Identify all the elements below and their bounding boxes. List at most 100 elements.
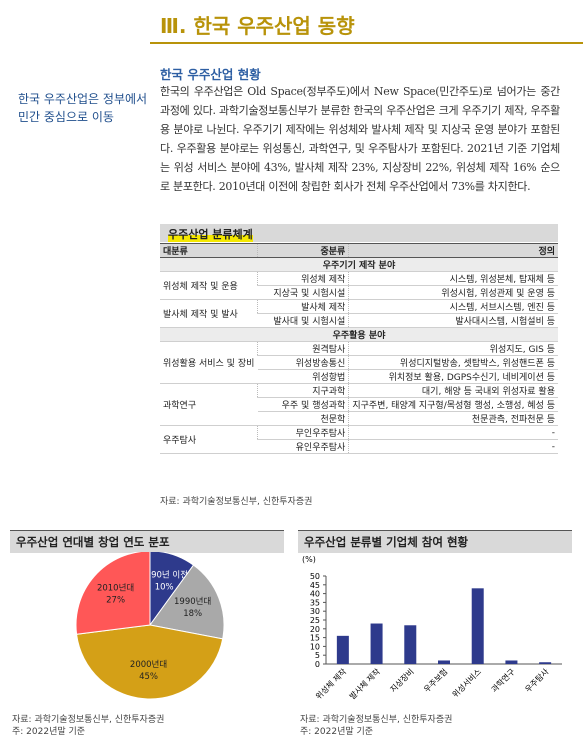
subcategory: 무인우주탐사 [257, 425, 349, 440]
definition: 발사대시스템, 시험설비 등 [348, 313, 558, 328]
subcategory: 위성방송통신 [257, 355, 349, 370]
category: 발사체 제작 및 발사 [160, 299, 258, 328]
table-row: 위성체 제작 및 운용 위성체 제작 시스템, 위성본체, 탑재체 등 [160, 271, 558, 300]
subcategory: 발사대 및 시험시설 [257, 313, 349, 328]
x-tick-label: 우주탐사 [523, 666, 551, 694]
note: 주: 2022년말 기준 [300, 727, 374, 737]
definition: 시스템, 서브시스템, 엔진 등 [348, 299, 558, 314]
bar [438, 660, 450, 664]
slice-label: 1990년 이전 [140, 569, 188, 580]
table-row: 위성항법 위치정보 활용, DGPS수신기, 네비게이션 등 [160, 369, 558, 384]
y-tick-label: 25 [310, 616, 320, 625]
source: 자료: 과학기술정보통신부, 신한투자증권 [12, 715, 165, 725]
note: 주: 2022년말 기준 [12, 727, 86, 737]
slice-label: 2000년대 [130, 659, 167, 670]
section-title: 우주활용 분야 [160, 327, 558, 342]
table-row: 천문학 천문관측, 전파천문 등 [160, 411, 558, 426]
x-tick-label: 과학연구 [489, 666, 517, 694]
definition: 대기, 해양 등 국내외 위성자료 활용 [348, 383, 558, 398]
slice-value: 18% [183, 609, 202, 619]
bar [539, 662, 552, 664]
table-title: 우주산업 분류체계 [168, 226, 253, 242]
subcategory: 유인우주탐사 [257, 439, 349, 454]
bar [505, 660, 518, 664]
page-title: Ⅲ. 한국 우주산업 동향 [160, 14, 355, 38]
slice-label: 2010년대 [97, 583, 134, 594]
definition: 천문관측, 전파천문 등 [348, 411, 558, 426]
source: 자료: 과학기술정보통신부, 신한투자증권 [300, 715, 453, 725]
classification-table: 대분류 중분류 정의 우주기기 제작 분야 위성체 제작 및 운용 위성체 제작 시스… [160, 243, 558, 454]
y-tick-label: 15 [310, 634, 320, 643]
x-tick-label: 우주보험 [422, 667, 449, 694]
bar [336, 635, 349, 664]
table-row: 우주탐사 무인우주탐사 - [160, 425, 558, 454]
axis-unit: (%) [302, 555, 316, 564]
subcategory: 위성항법 [257, 369, 349, 384]
bar [471, 588, 484, 664]
table-row: 과학연구 지구과학 대기, 해양 등 국내외 위성자료 활용 [160, 383, 558, 426]
table-row: 위성방송통신 위성디지털방송, 셋탑박스, 위성핸드폰 등 [160, 355, 558, 370]
y-tick-label: 50 [310, 572, 320, 581]
category: 위성체 제작 및 운용 [160, 271, 258, 300]
pie-slice [75, 552, 151, 635]
x-tick-label: 위성서비스 [451, 667, 483, 699]
section-row: 우주기기 제작 분야 [160, 257, 558, 272]
x-tick-label: 발사체 제작 [347, 666, 382, 701]
definition: 시스템, 위성본체, 탑재체 등 [348, 271, 558, 286]
table-row: 발사대 및 시험시설 발사대시스템, 시험설비 등 [160, 313, 558, 328]
x-tick-label: 위성체 제작 [313, 666, 348, 701]
table-header: 대분류 중분류 정의 [160, 243, 558, 258]
chart-source: 자료: 과학기술정보통신부, 신한투자증권 주: 2022년말 기준 [300, 714, 452, 738]
chart-title: 우주산업 분류별 기업체 참여 현황 [298, 530, 572, 553]
table-title-band [160, 224, 558, 242]
table-row: 우주 및 행성과학 지구주변, 태양계 지구형/목성형 행성, 소행성, 혜성 등 [160, 397, 558, 412]
column-header: 중분류 [257, 243, 349, 258]
table-row: 지상국 및 시험시설 위성시험, 위성관제 및 운영 등 [160, 285, 558, 300]
definition: 지구주변, 태양계 지구형/목성형 행성, 소행성, 혜성 등 [348, 397, 558, 412]
column-header: 정의 [348, 243, 558, 258]
slice-label: 1990년대 [174, 596, 211, 607]
y-tick-label: 45 [310, 581, 320, 590]
slice-value: 10% [155, 582, 174, 592]
subcategory: 지구과학 [257, 383, 349, 398]
paragraph: 한국의 우주산업은 Old Space(정부주도)에서 New Space(민간… [160, 85, 560, 193]
y-tick-label: 10 [310, 642, 320, 651]
chart-title: 우주산업 연대별 창업 연도 분포 [10, 530, 284, 553]
definition: 위성시험, 위성관제 및 운영 등 [348, 285, 558, 300]
table-row: 유인우주탐사 - [160, 439, 558, 454]
subcategory: 지상국 및 시험시설 [257, 285, 349, 300]
sidebar-note: 한국 우주산업은 정부에서 민간 중심으로 이동 [18, 92, 148, 124]
y-tick-label: 0 [315, 660, 320, 669]
category: 과학연구 [160, 383, 258, 426]
subcategory: 원격탐사 [257, 341, 349, 356]
table-source: 자료: 과학기술정보통신부, 신한투자증권 [160, 497, 313, 507]
slice-value: 45% [139, 672, 158, 682]
column-header: 대분류 [160, 243, 258, 258]
definition: - [348, 439, 558, 454]
definition: 위성디지털방송, 셋탑박스, 위성핸드폰 등 [348, 355, 558, 370]
category: 우주탐사 [160, 425, 258, 454]
y-tick-label: 30 [310, 607, 320, 616]
x-tick-label: 지상장비 [388, 666, 416, 694]
pie-slice [76, 624, 224, 700]
section-title: 우주기기 제작 분야 [160, 257, 558, 272]
y-tick-label: 20 [310, 625, 320, 634]
category: 위성활용 서비스 및 장비 [160, 341, 258, 384]
table-row: 발사체 제작 및 발사 발사체 제작 시스템, 서브시스템, 엔진 등 [160, 299, 558, 328]
subcategory: 천문학 [257, 411, 349, 426]
y-tick-label: 35 [310, 598, 320, 607]
section-row: 우주활용 분야 [160, 327, 558, 342]
definition: - [348, 425, 558, 440]
title-rule [150, 42, 583, 44]
slice-value: 27% [106, 596, 125, 606]
subcategory: 우주 및 행성과학 [257, 397, 349, 412]
pie-slice [149, 564, 225, 640]
subcategory: 발사체 제작 [257, 299, 349, 314]
y-tick-label: 40 [310, 590, 320, 599]
section-heading: 한국 우주산업 현황 [160, 67, 261, 82]
bar [404, 625, 417, 664]
subcategory: 위성체 제작 [257, 271, 349, 286]
definition: 위성지도, GIS 등 [348, 341, 558, 356]
